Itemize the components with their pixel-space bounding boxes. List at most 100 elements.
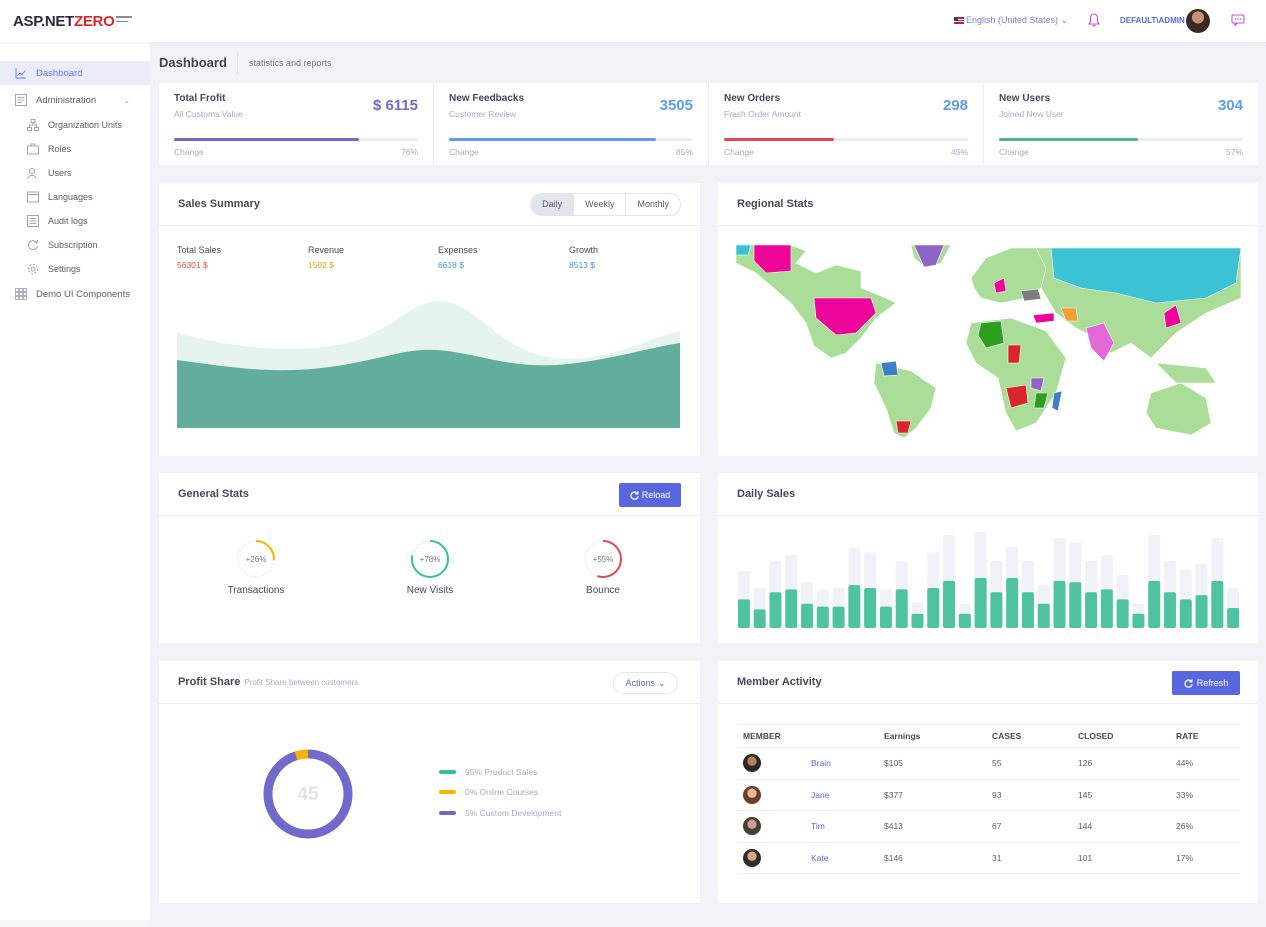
sidebar-item-languages[interactable]: Languages	[0, 185, 150, 209]
sidebar-item-label: Subscription	[48, 240, 98, 250]
column-header: CLOSED	[1072, 724, 1170, 748]
stat-value: 304	[1217, 97, 1243, 114]
user-avatar[interactable]	[1186, 9, 1210, 33]
language-selector[interactable]: English (United States) ⌄	[954, 15, 1068, 26]
sidebar-item-dashboard[interactable]: Dashboard	[0, 61, 150, 85]
member-name-link[interactable]: Kate	[805, 842, 878, 874]
sidebar-item-organization-units[interactable]: Organization Units	[0, 113, 150, 137]
map-chad-highlight	[1007, 344, 1022, 364]
daily-sales-portlet: Daily Sales	[718, 473, 1258, 643]
rate-cell: 26%	[1170, 810, 1240, 843]
stat-percent: 45%	[950, 147, 968, 157]
sidebar-item-demo-ui-components[interactable]: Demo UI Components	[0, 282, 150, 306]
column-header: RATE	[1170, 724, 1240, 748]
gauge-label: Transactions	[227, 585, 285, 596]
portlet-title: Member Activity	[737, 676, 822, 688]
stat-progress-fill	[999, 138, 1139, 141]
stat-progress-bar	[724, 138, 968, 141]
earnings-cell: $377	[878, 779, 986, 811]
member-name-link[interactable]: Jane	[805, 779, 878, 811]
daily-bar	[895, 589, 908, 628]
sidebar-item-label: Administration	[36, 94, 97, 106]
table-row: Jane $377 93 145 33%	[737, 779, 1240, 811]
column-header-empty	[805, 724, 878, 748]
map-ukraine-highlight	[1020, 288, 1042, 302]
stat-change-label: Change	[449, 147, 479, 157]
actions-dropdown[interactable]: Actions ⌄	[613, 672, 678, 694]
sidebar-item-subscription[interactable]: Subscription	[0, 233, 150, 257]
refresh-button[interactable]: Refresh	[1172, 671, 1240, 695]
portlet-title: Profit Share Profit Share between custome…	[178, 676, 358, 688]
legend-label: 5% Custom Development	[465, 808, 562, 818]
legend-swatch	[439, 811, 456, 815]
avatar	[743, 785, 761, 804]
gauge-label: New Visits	[406, 585, 454, 596]
portlet-header: Sales Summary Daily Weekly Monthly	[159, 183, 700, 226]
member-name-link[interactable]: Brain	[805, 747, 878, 780]
chevron-down-icon: ⌄	[123, 96, 130, 105]
daily-bar	[1227, 608, 1240, 628]
daily-bar	[1069, 582, 1082, 628]
profit-share-donut: 45	[263, 749, 353, 839]
legend-item: 95% Product Sales	[439, 767, 537, 777]
app-logo[interactable]: ASP.NETZERO	[13, 13, 115, 30]
chart-icon	[15, 68, 26, 79]
map-argentina-highlight	[895, 420, 912, 434]
sidebar-item-users[interactable]: Users	[0, 161, 150, 185]
stat-percent: 85%	[675, 147, 693, 157]
daily-bar	[1179, 599, 1192, 628]
sidebar-item-administration[interactable]: Administration ⌄	[0, 88, 150, 112]
sidebar-item-label: Roles	[48, 144, 72, 154]
member-table: MEMBER Earnings CASES CLOSED RATE Brain …	[737, 724, 1240, 874]
daily-bar	[1195, 595, 1208, 628]
map-alaska-highlight	[736, 244, 752, 256]
rate-cell: 44%	[1170, 747, 1240, 780]
daily-bar	[801, 603, 814, 628]
user-name[interactable]: DEFAULT\ADMIN	[1120, 16, 1185, 25]
daily-bar	[769, 592, 782, 628]
stat-title: Total Frofit	[174, 93, 226, 104]
reload-button[interactable]: Reload	[619, 483, 681, 507]
sidebar-item-roles[interactable]: Roles	[0, 137, 150, 161]
daily-bar	[943, 580, 956, 628]
profit-share-title: Profit Share	[178, 676, 241, 688]
period-monthly-button[interactable]: Monthly	[637, 199, 669, 209]
daily-bar	[864, 588, 877, 628]
sidebar-item-settings[interactable]: Settings	[0, 257, 150, 281]
table-header-row: MEMBER Earnings CASES CLOSED RATE	[737, 724, 1240, 748]
daily-bar	[1116, 599, 1129, 628]
gauge-arc	[411, 540, 449, 578]
sidebar-item-label: Audit logs	[48, 216, 88, 226]
daily-bar	[1037, 603, 1050, 628]
daily-bar	[1006, 578, 1019, 628]
daily-bar	[958, 613, 971, 628]
stat-change-label: Change	[174, 147, 204, 157]
map-australia	[1145, 382, 1212, 436]
column-header: MEMBER	[737, 724, 805, 748]
period-daily-button[interactable]: Daily	[531, 194, 575, 215]
portlet-header: Daily Sales	[718, 473, 1258, 516]
chat-icon[interactable]	[1231, 14, 1245, 26]
map-europe-highlight	[993, 277, 1007, 294]
member-avatar-cell	[737, 810, 805, 843]
portlet-title: Daily Sales	[737, 488, 796, 500]
period-toggle: Daily Weekly Monthly	[530, 193, 681, 216]
menu-toggle-icon[interactable]	[116, 16, 132, 26]
stat-progress-bar	[999, 138, 1243, 141]
sidebar-item-audit-logs[interactable]: Audit logs	[0, 209, 150, 233]
member-name-link[interactable]: Tim	[805, 810, 878, 843]
period-weekly-button[interactable]: Weekly	[574, 194, 627, 215]
bell-icon[interactable]	[1088, 13, 1100, 27]
gauge-arc	[584, 540, 622, 578]
daily-bar	[879, 606, 892, 628]
map-turkey-highlight	[1032, 312, 1055, 324]
subheader-separator	[237, 52, 238, 74]
daily-bar	[974, 578, 987, 628]
metric-label: Growth	[569, 245, 599, 255]
cases-cell: 31	[986, 842, 1072, 874]
daily-bar	[753, 609, 766, 628]
donut-center-value: 45	[297, 784, 319, 805]
map-indonesia	[1155, 362, 1217, 384]
map-greenland-highlight	[913, 244, 945, 268]
daily-bar	[737, 599, 750, 628]
